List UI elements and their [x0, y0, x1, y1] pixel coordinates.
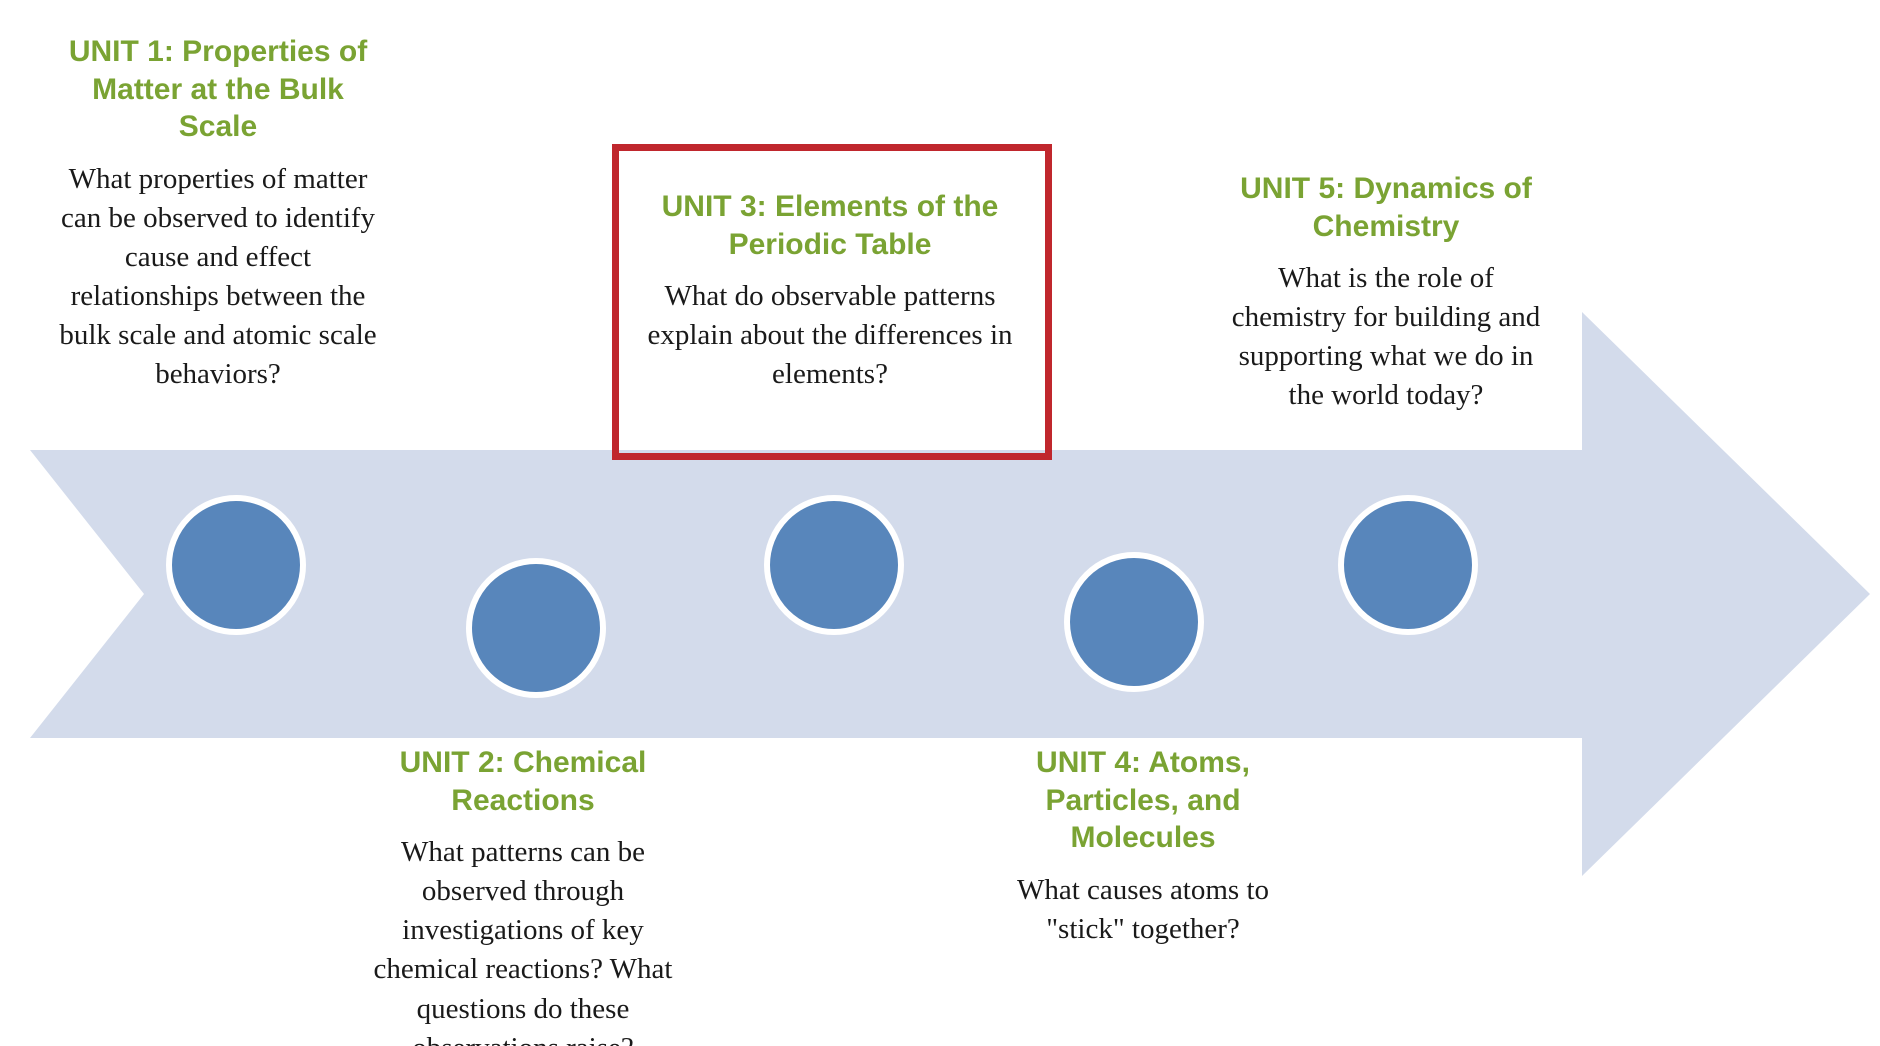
- unit-3-description: What do observable patterns explain abou…: [640, 277, 1020, 394]
- diagram-canvas: UNIT 1: Properties of Matter at the Bulk…: [0, 0, 1880, 1046]
- unit-1: UNIT 1: Properties of Matter at the Bulk…: [58, 33, 378, 394]
- unit-5-description: What is the role of chemistry for buildi…: [1226, 259, 1546, 416]
- unit-4-title: UNIT 4: Atoms, Particles, and Molecules: [994, 744, 1292, 857]
- unit-5: UNIT 5: Dynamics of Chemistry What is the…: [1226, 170, 1546, 416]
- unit-1-description: What properties of matter can be observe…: [58, 160, 378, 395]
- unit-2: UNIT 2: Chemical Reactions What patterns …: [356, 744, 690, 1046]
- timeline-node-5: [1341, 498, 1475, 632]
- unit-3: UNIT 3: Elements of the Periodic Table Wh…: [640, 188, 1020, 394]
- timeline-node-2: [469, 561, 603, 695]
- unit-4: UNIT 4: Atoms, Particles, and Molecules W…: [994, 744, 1292, 949]
- unit-5-title: UNIT 5: Dynamics of Chemistry: [1226, 170, 1546, 245]
- timeline-node-4: [1067, 555, 1201, 689]
- unit-2-description: What patterns can be observed through in…: [356, 833, 690, 1046]
- unit-2-title: UNIT 2: Chemical Reactions: [356, 744, 690, 819]
- unit-4-description: What causes atoms to "stick" together?: [994, 871, 1292, 949]
- unit-1-title: UNIT 1: Properties of Matter at the Bulk…: [58, 33, 378, 146]
- timeline-node-3: [767, 498, 901, 632]
- timeline-node-1: [169, 498, 303, 632]
- unit-3-title: UNIT 3: Elements of the Periodic Table: [640, 188, 1020, 263]
